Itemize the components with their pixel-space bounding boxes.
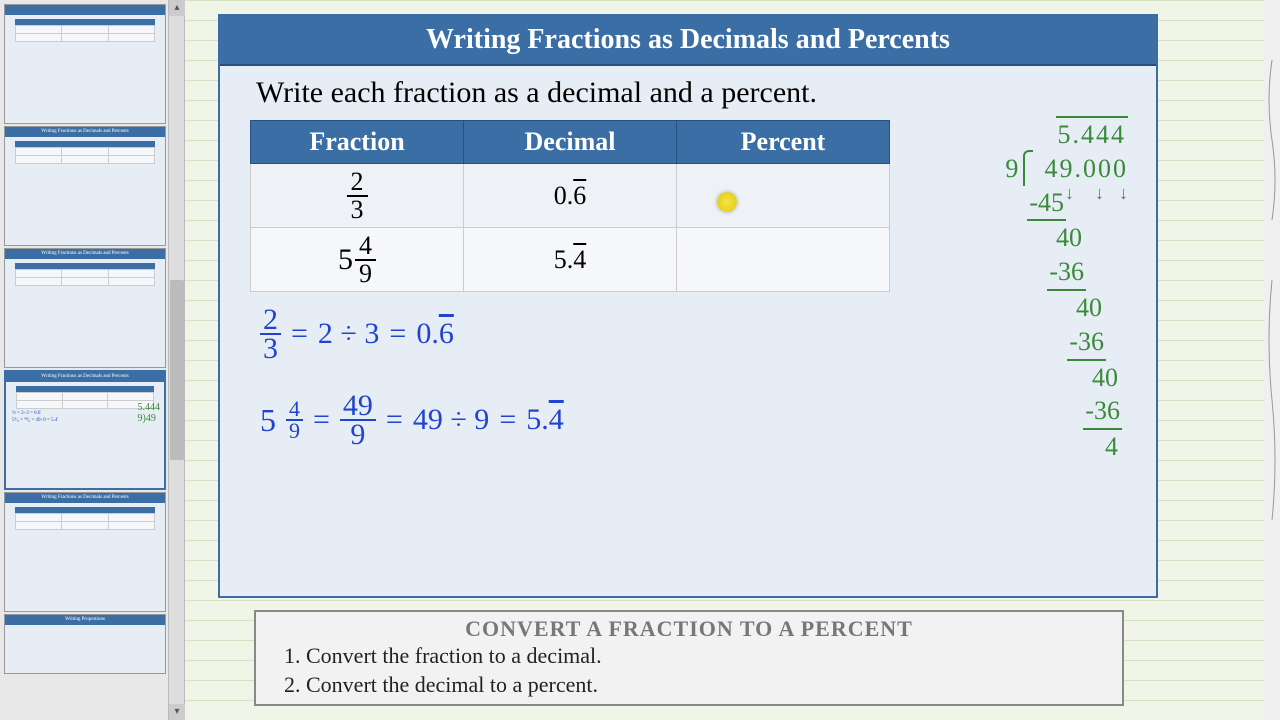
bring-down-arrow-icon: ↓ [1119,182,1130,205]
thumbnail-slide-4-current[interactable]: Writing Fractions as Decimals and Percen… [4,370,166,490]
quotient: 5.444 [1027,116,1128,152]
slide-title: Writing Fractions as Decimals and Percen… [220,16,1156,66]
step: 40 [1027,361,1126,395]
work-line-1: 23 = 2 ÷ 3 = 0.6 [260,306,564,362]
thumbnail-slide-6[interactable]: Writing Proportions [4,614,166,674]
thumb-title: Writing Fractions as Decimals and Percen… [5,493,165,503]
convert-step: Convert the fraction to a decimal. [306,642,1104,671]
thumbnail-scrollbar[interactable]: ▴ ▾ [168,0,184,720]
dividend: 9 49.000 ↓ ↓ ↓ [1027,152,1128,186]
col-header-fraction: Fraction [251,121,464,164]
col-header-decimal: Decimal [464,121,677,164]
step: -36 [1027,255,1126,291]
step: 40 [1027,221,1126,255]
thumb-title: Writing Fractions as Decimals and Percen… [6,372,164,382]
handwritten-work: 23 = 2 ÷ 3 = 0.6 549 = 499 = 49 ÷ 9 = 5.… [260,306,564,466]
slide-thumbnail-panel: Writing Fractions as Decimals and Percen… [0,0,185,720]
step: -36 [1027,325,1126,361]
percent-cell [677,228,890,292]
fraction-table: Fraction Decimal Percent 23 0.6 549 5.4 [250,120,890,292]
table-row: 23 0.6 [251,164,890,228]
bring-down-arrow-icon: ↓ [1065,182,1076,205]
scroll-down-arrow-icon[interactable]: ▾ [169,704,185,720]
right-edge-decoration [1264,0,1280,720]
thumbnail-slide-1[interactable] [4,4,166,124]
thumbnail-slide-2[interactable]: Writing Fractions as Decimals and Percen… [4,126,166,246]
main-slide: Writing Fractions as Decimals and Percen… [218,14,1158,598]
decimal-cell: 5.4 [464,228,677,292]
division-bracket-icon [1023,150,1033,186]
pointer-cursor-icon [717,192,737,212]
decimal-cell: 0.6 [464,164,677,228]
long-division-work: 5.444 9 49.000 ↓ ↓ ↓ -45 40 -36 40 -36 4… [1027,116,1128,464]
scroll-up-arrow-icon[interactable]: ▴ [169,0,185,16]
fraction-cell: 23 [251,164,464,228]
step: -45 [1027,186,1126,222]
step: -36 [1027,394,1126,430]
convert-steps-list: Convert the fraction to a decimal. Conve… [306,642,1104,699]
divisor: 9 [1005,152,1020,186]
step: 40 [1027,291,1126,325]
col-header-percent: Percent [677,121,890,164]
step: 4 [1027,430,1126,464]
percent-cell [677,164,890,228]
convert-title: CONVERT A FRACTION TO A PERCENT [274,616,1104,642]
instruction-text: Write each fraction as a decimal and a p… [220,66,1156,120]
work-line-2: 549 = 499 = 49 ÷ 9 = 5.4 [260,392,564,448]
scroll-thumb[interactable] [170,280,184,460]
thumbnail-slide-3[interactable]: Writing Fractions as Decimals and Percen… [4,248,166,368]
convert-step: Convert the decimal to a percent. [306,671,1104,700]
convert-instructions-box: CONVERT A FRACTION TO A PERCENT Convert … [254,610,1124,706]
fraction-cell: 549 [251,228,464,292]
bring-down-arrow-icon: ↓ [1095,182,1106,205]
thumb-title: Writing Fractions as Decimals and Percen… [5,127,165,137]
table-row: 549 5.4 [251,228,890,292]
edge-curve-icon [1264,0,1280,720]
thumbnail-slide-5[interactable]: Writing Fractions as Decimals and Percen… [4,492,166,612]
thumb-title: Writing Fractions as Decimals and Percen… [5,249,165,259]
thumb-longdiv-icon: 5.4449)49 [138,402,161,424]
